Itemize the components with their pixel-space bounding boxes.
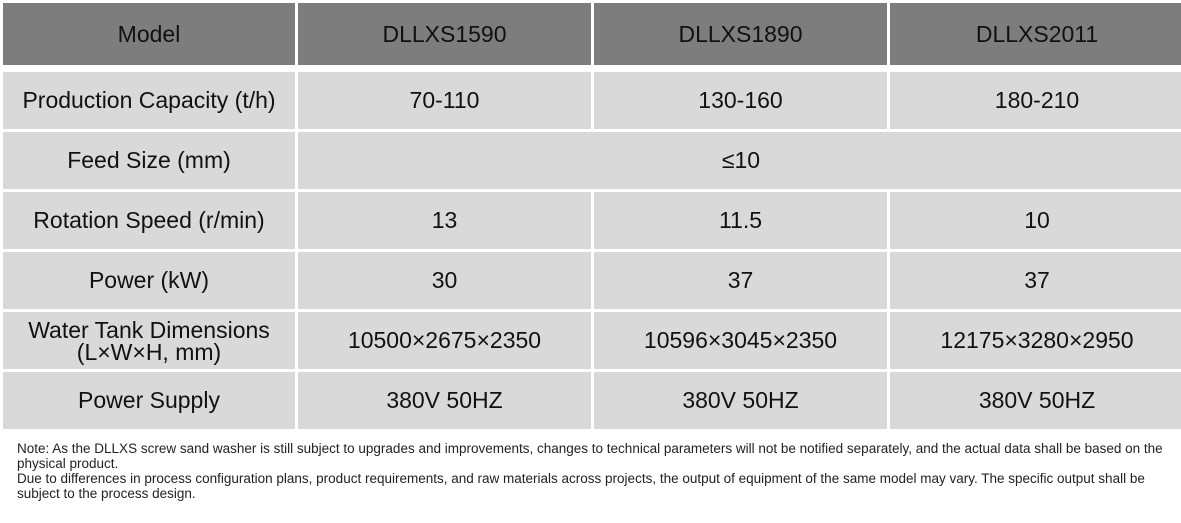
cell-value: 30 bbox=[298, 252, 591, 309]
cell-value: 380V 50HZ bbox=[890, 372, 1181, 429]
header-model-label: Model bbox=[3, 3, 295, 65]
cell-merged-value: ≤10 bbox=[298, 132, 1181, 189]
cell-value: 37 bbox=[594, 252, 887, 309]
header-model-2: DLLXS1890 bbox=[594, 3, 887, 65]
cell-value: 11.5 bbox=[594, 192, 887, 249]
spec-table: Model DLLXS1590 DLLXS1890 DLLXS2011 Prod… bbox=[3, 3, 1181, 429]
header-model-1: DLLXS1590 bbox=[298, 3, 591, 65]
cell-value: 130-160 bbox=[594, 72, 887, 129]
row-label: Rotation Speed (r/min) bbox=[3, 192, 295, 249]
cell-value: 10596×3045×2350 bbox=[594, 312, 887, 369]
row-label: Power (kW) bbox=[3, 252, 295, 309]
row-label: Water Tank Dimensions (L×W×H, mm) bbox=[3, 312, 295, 369]
table-row-power: Power (kW) 30 37 37 bbox=[3, 252, 1181, 309]
cell-value: 10500×2675×2350 bbox=[298, 312, 591, 369]
note-paragraph-2: Due to differences in process configurat… bbox=[17, 471, 1145, 501]
table-row-rotation-speed: Rotation Speed (r/min) 13 11.5 10 bbox=[3, 192, 1181, 249]
cell-value: 180-210 bbox=[890, 72, 1181, 129]
table-row-power-supply: Power Supply 380V 50HZ 380V 50HZ 380V 50… bbox=[3, 372, 1181, 429]
table-row-water-tank: Water Tank Dimensions (L×W×H, mm) 10500×… bbox=[3, 312, 1181, 369]
cell-value: 12175×3280×2950 bbox=[890, 312, 1181, 369]
header-model-3: DLLXS2011 bbox=[890, 3, 1181, 65]
row-label-line2: (L×W×H, mm) bbox=[76, 338, 222, 365]
table-row-capacity: Production Capacity (t/h) 70-110 130-160… bbox=[3, 72, 1181, 129]
notes: Note: As the DLLXS screw sand washer is … bbox=[17, 441, 1169, 501]
cell-value: 13 bbox=[298, 192, 591, 249]
cell-value: 37 bbox=[890, 252, 1181, 309]
row-label-line1: Water Tank Dimensions bbox=[28, 316, 270, 343]
row-label: Production Capacity (t/h) bbox=[3, 72, 295, 129]
header-gap bbox=[3, 68, 1181, 69]
header-row: Model DLLXS1590 DLLXS1890 DLLXS2011 bbox=[3, 3, 1181, 65]
cell-value: 70-110 bbox=[298, 72, 591, 129]
cell-value: 10 bbox=[890, 192, 1181, 249]
cell-value: 380V 50HZ bbox=[298, 372, 591, 429]
row-label: Feed Size (mm) bbox=[3, 132, 295, 189]
table-row-feed-size: Feed Size (mm) ≤10 bbox=[3, 132, 1181, 189]
cell-value: 380V 50HZ bbox=[594, 372, 887, 429]
note-paragraph-1: Note: As the DLLXS screw sand washer is … bbox=[17, 441, 1163, 471]
row-label: Power Supply bbox=[3, 372, 295, 429]
